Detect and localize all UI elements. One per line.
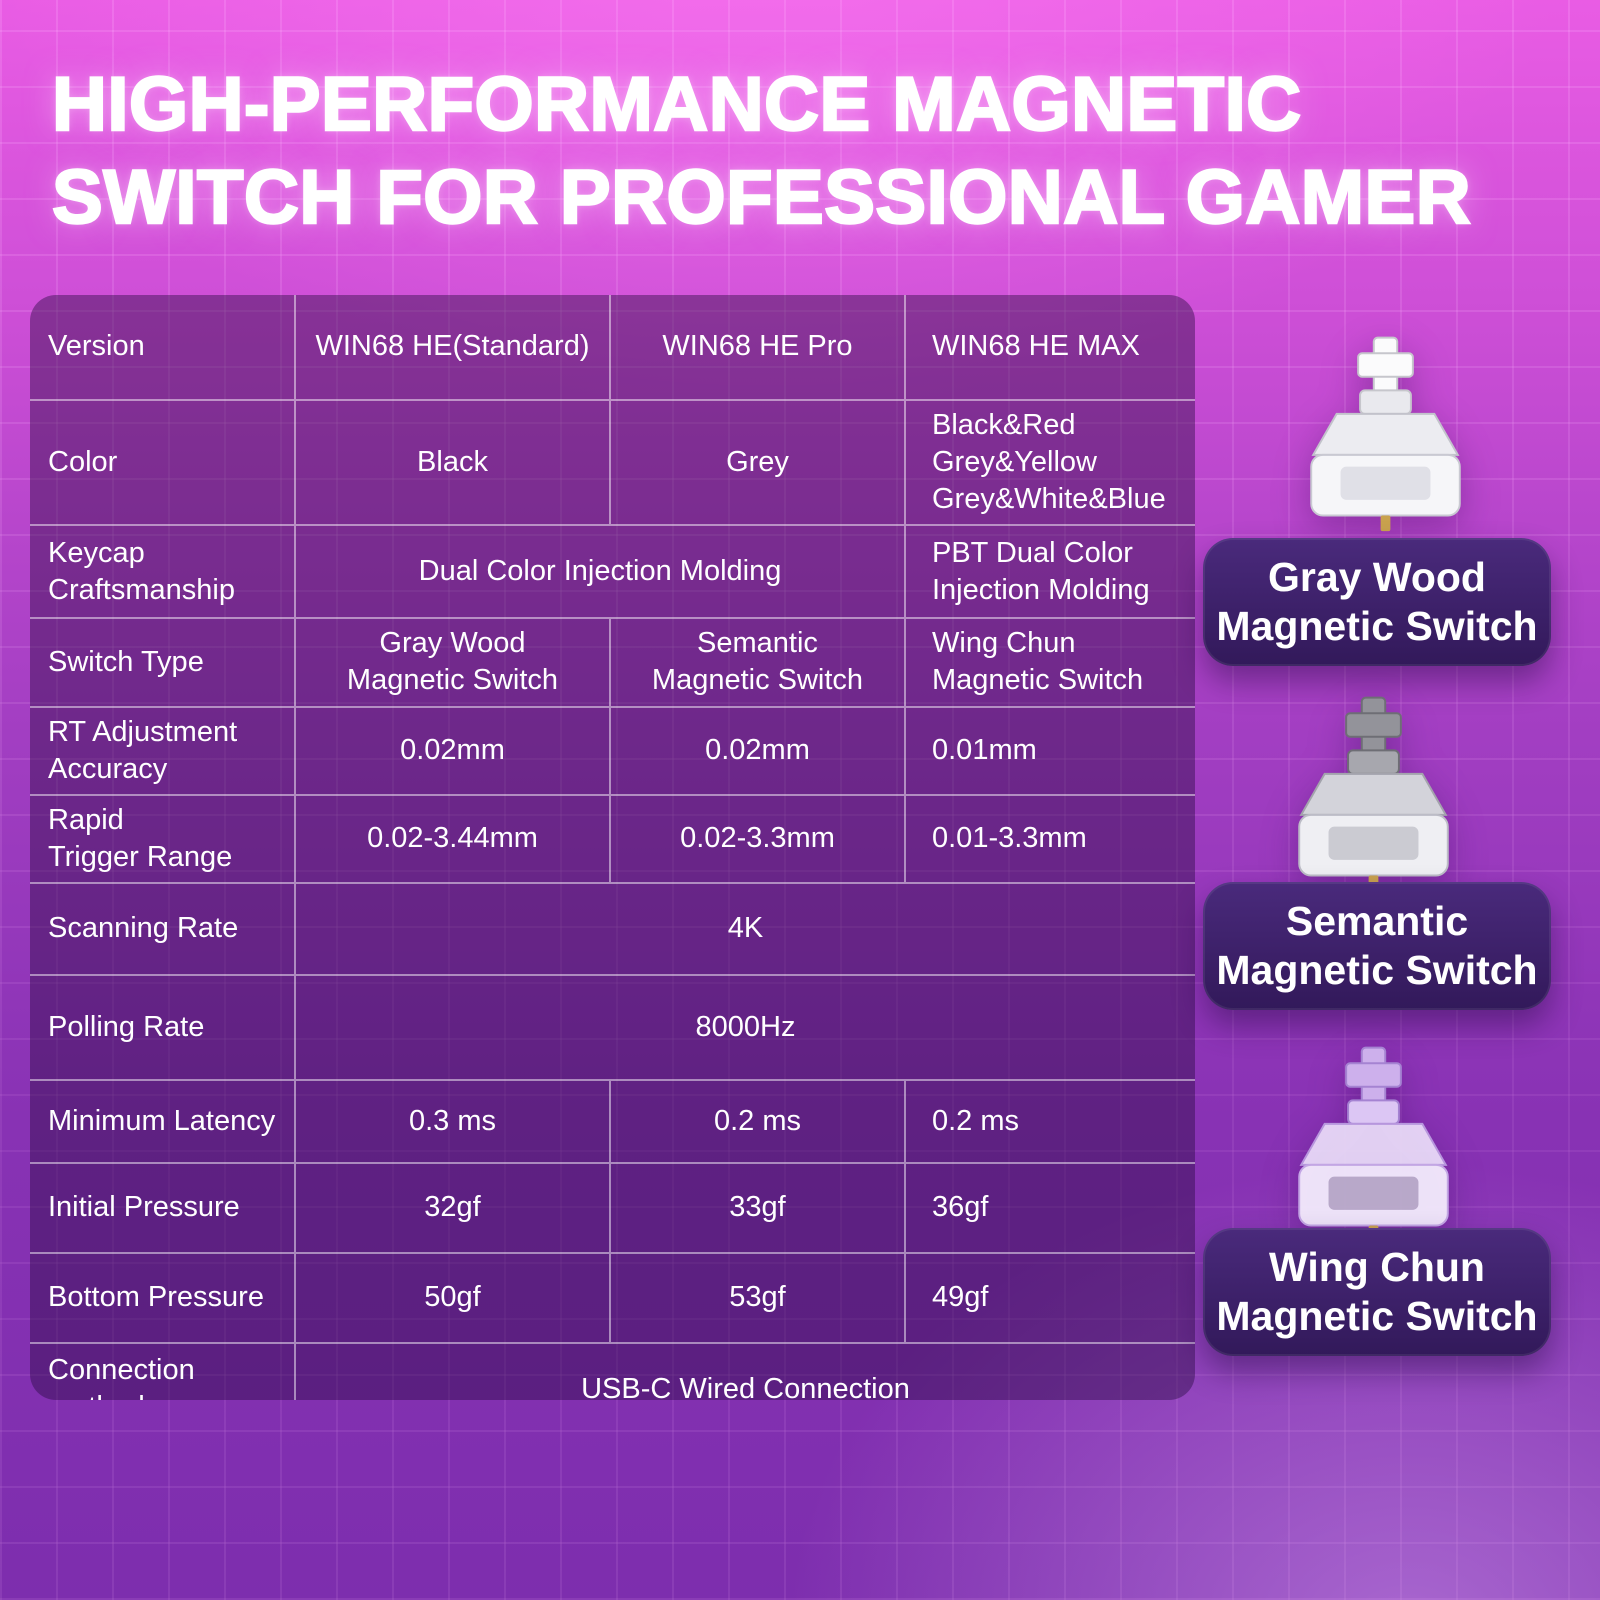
spec-value: 0.01mm (904, 705, 1195, 795)
spec-value: Semantic Magnetic Switch (609, 617, 905, 707)
spec-label: Initial Pressure (30, 1161, 295, 1253)
table-row-latency: Minimum Latency 0.3 ms 0.2 ms 0.2 ms (30, 1078, 1195, 1163)
spec-value: Black (294, 398, 610, 526)
wing-chun-switch-icon (1266, 1032, 1481, 1252)
spec-label: Switch Type (30, 617, 295, 707)
table-row-color: Color Black Grey Black&Red Grey&Yellow G… (30, 398, 1195, 526)
spec-value: Wing Chun Magnetic Switch (904, 617, 1195, 707)
spec-label: Keycap Craftsmanship (30, 524, 295, 619)
spec-value: 0.02mm (609, 705, 905, 795)
wing-chun-switch-badge: Wing Chun Magnetic Switch (1203, 1228, 1551, 1356)
semantic-switch-badge: Semantic Magnetic Switch (1203, 882, 1551, 1010)
table-row-keycap: Keycap Craftsmanship Dual Color Injectio… (30, 524, 1195, 619)
spec-label: Connection method (30, 1341, 295, 1400)
wing-chun-switch-label: Wing Chun Magnetic Switch (1216, 1243, 1538, 1339)
spec-value: WIN68 HE MAX (904, 295, 1195, 400)
spec-label: Bottom Pressure (30, 1251, 295, 1343)
spec-label: Version (48, 330, 145, 363)
table-row-trigger-range: Rapid Trigger Range 0.02-3.44mm 0.02-3.3… (30, 793, 1195, 883)
gray-wood-switch-label: Gray Wood Magnetic Switch (1216, 553, 1538, 649)
semantic-switch-icon (1266, 682, 1481, 902)
spec-value: 0.01-3.3mm (904, 793, 1195, 883)
page-title: HIGH-PERFORMANCE MAGNETIC SWITCH FOR PRO… (51, 61, 1472, 242)
spec-value: 0.02-3.3mm (609, 793, 905, 883)
gray-wood-switch-badge: Gray Wood Magnetic Switch (1203, 538, 1551, 666)
spec-value: 0.02mm (294, 705, 610, 795)
spec-table-grid: Version WIN68 HE(Standard) WIN68 HE Pro … (30, 295, 1195, 1400)
table-row-polling-rate: Polling Rate 8000Hz (30, 973, 1195, 1080)
table-row-connection: Connection method USB-C Wired Connection (30, 1341, 1195, 1400)
spec-value: WIN68 HE(Standard) (294, 295, 610, 400)
spec-label: RT Adjustment Accuracy (30, 705, 295, 795)
spec-value: 0.2 ms (609, 1078, 905, 1163)
spec-value: 33gf (609, 1161, 905, 1253)
semantic-switch-label: Semantic Magnetic Switch (1216, 897, 1538, 993)
spec-value: Grey (609, 398, 905, 526)
spec-label: Scanning Rate (30, 881, 295, 975)
spec-table: Version WIN68 HE(Standard) WIN68 HE Pro … (30, 295, 1195, 1400)
spec-value: Dual Color Injection Molding (294, 524, 905, 619)
table-row-version: Version WIN68 HE(Standard) WIN68 HE Pro … (30, 295, 1195, 400)
spec-label: Minimum Latency (30, 1078, 295, 1163)
gray-wood-switch-icon (1278, 322, 1493, 542)
spec-value: Black&Red Grey&Yellow Grey&White&Blue (904, 398, 1195, 526)
spec-value: 0.2 ms (904, 1078, 1195, 1163)
spec-value: 4K (294, 881, 1195, 975)
spec-label: Polling Rate (30, 973, 295, 1080)
spec-value: Gray Wood Magnetic Switch (294, 617, 610, 707)
spec-value: 32gf (294, 1161, 610, 1253)
spec-value: 36gf (904, 1161, 1195, 1253)
spec-value: WIN68 HE Pro (609, 295, 905, 400)
table-row-switch-type: Switch Type Gray Wood Magnetic Switch Se… (30, 617, 1195, 707)
spec-value: 50gf (294, 1251, 610, 1343)
spec-label: Color (30, 398, 295, 526)
spec-label: Rapid Trigger Range (30, 793, 295, 883)
table-row-rt-accuracy: RT Adjustment Accuracy 0.02mm 0.02mm 0.0… (30, 705, 1195, 795)
spec-value: PBT Dual Color Injection Molding (904, 524, 1195, 619)
table-row-scanning-rate: Scanning Rate 4K (30, 881, 1195, 975)
spec-value: 49gf (904, 1251, 1195, 1343)
spec-value: 0.02-3.44mm (294, 793, 610, 883)
table-row-bottom-pressure: Bottom Pressure 50gf 53gf 49gf (30, 1251, 1195, 1343)
spec-value: 8000Hz (294, 973, 1195, 1080)
spec-value: 53gf (609, 1251, 905, 1343)
table-row-initial-pressure: Initial Pressure 32gf 33gf 36gf (30, 1161, 1195, 1253)
spec-value: USB-C Wired Connection (294, 1341, 1195, 1400)
spec-value: 0.3 ms (294, 1078, 610, 1163)
